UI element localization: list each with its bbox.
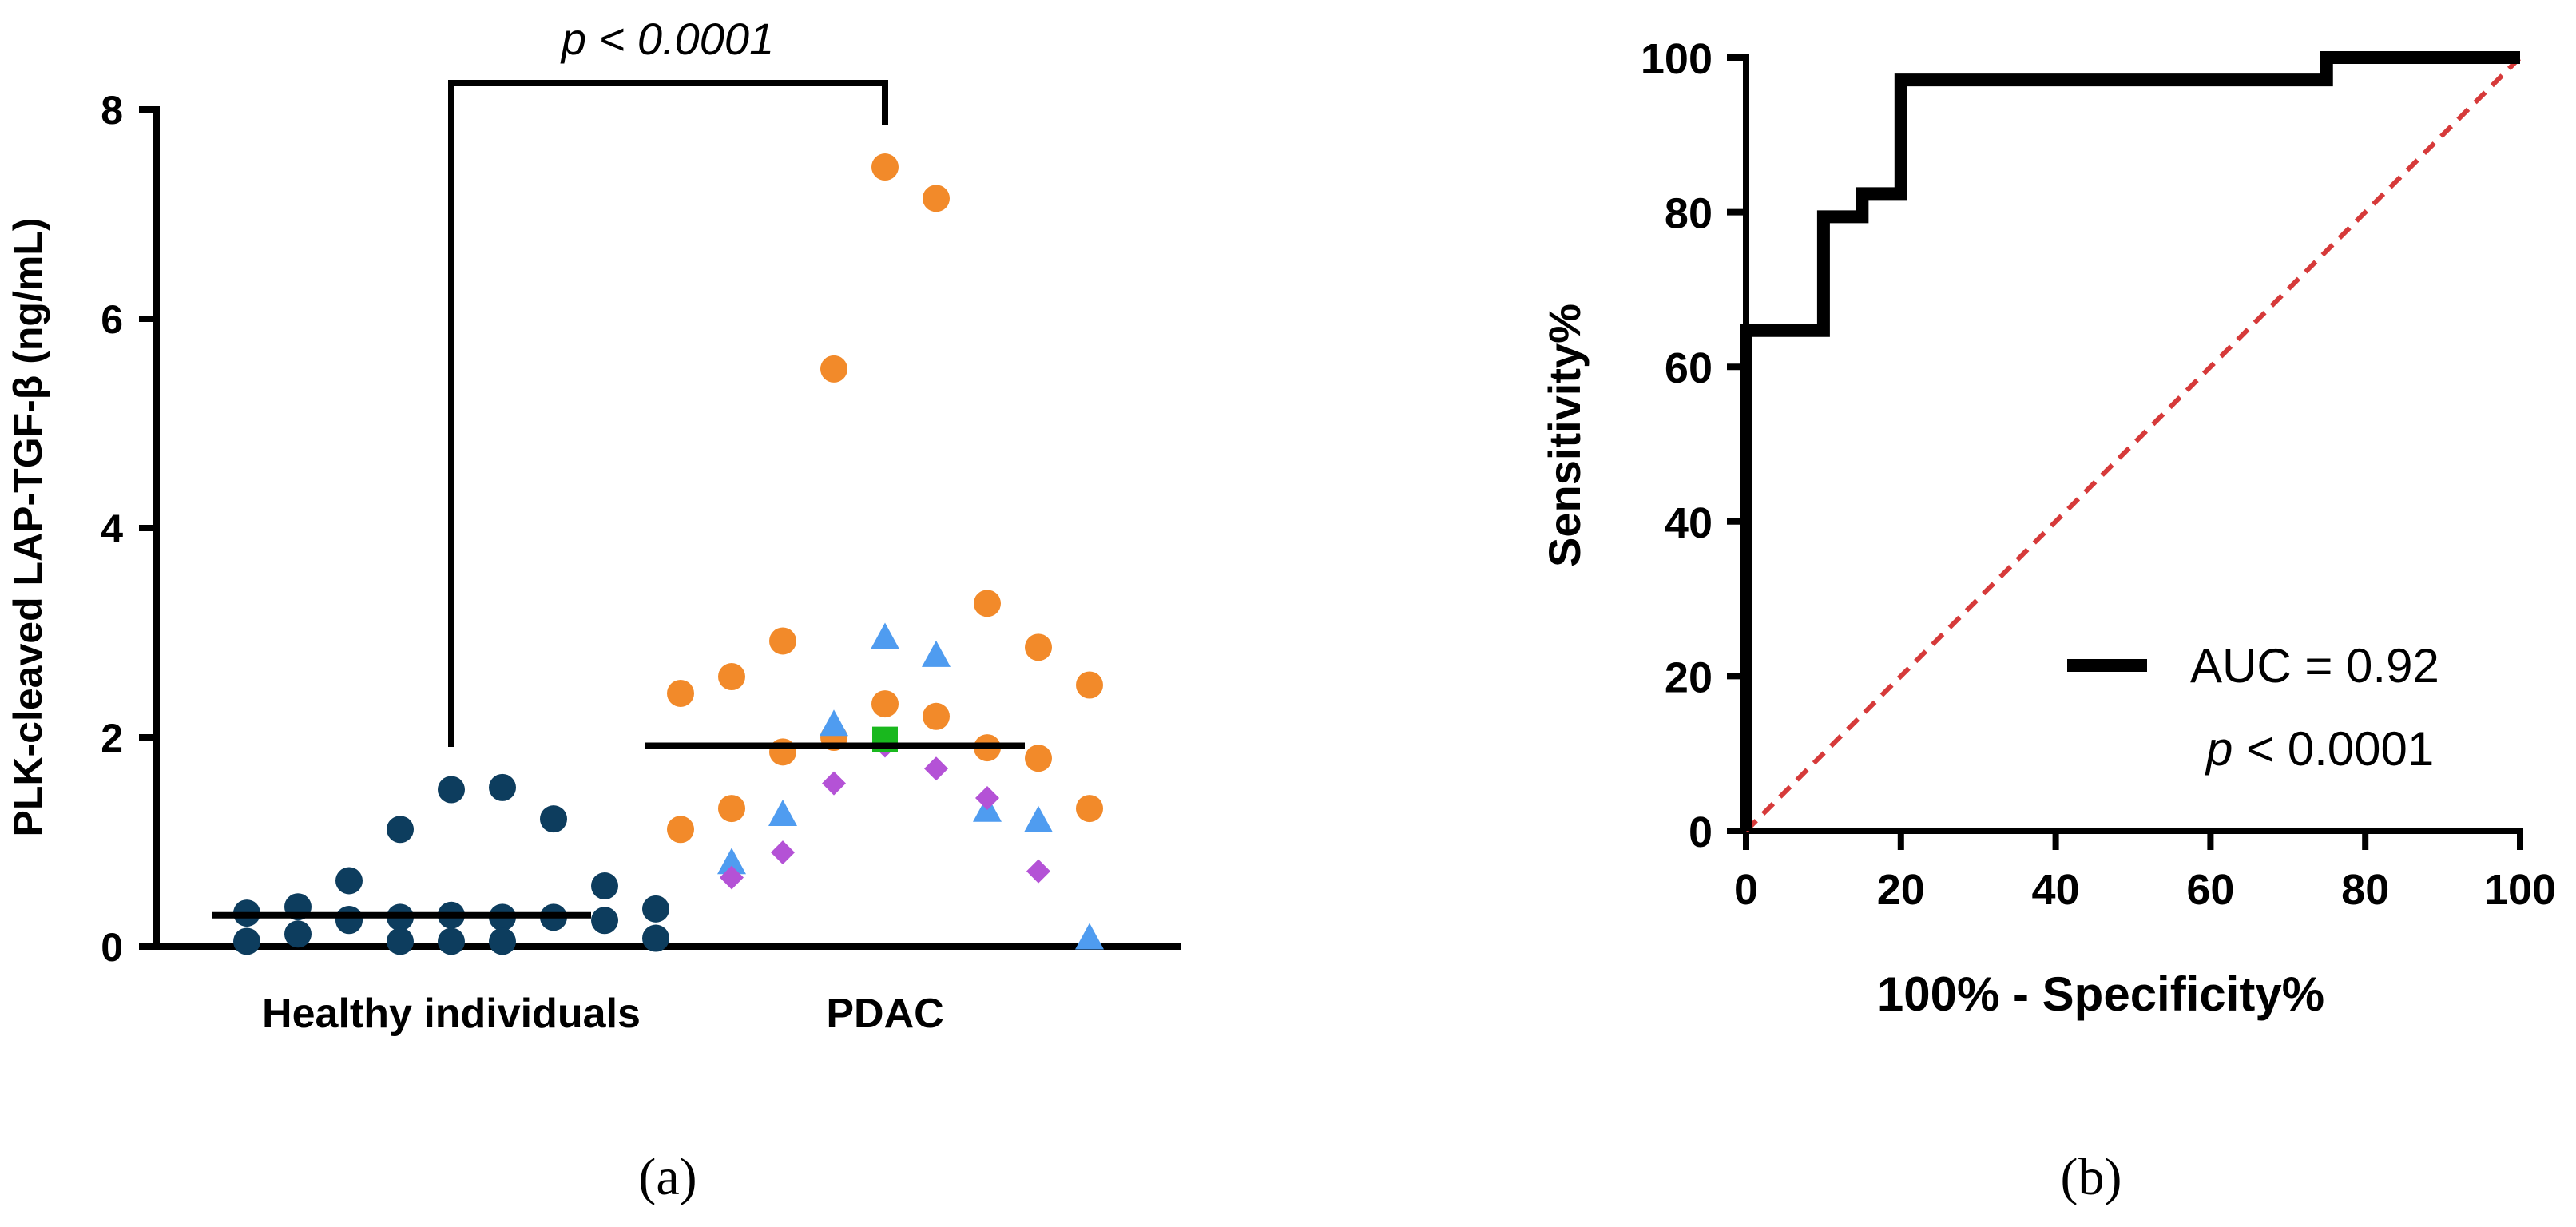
- panel-a-point-circle: [438, 776, 465, 804]
- significance-label: p < 0.0001: [560, 14, 774, 64]
- panel-b-y-tick-label: 80: [1665, 190, 1713, 238]
- panel-a-point-circle: [438, 927, 465, 955]
- legend-pvalue: p < 0.0001: [2205, 722, 2434, 776]
- panel-b-y-ticks: 0 20 40 60 80 100: [1641, 35, 1746, 856]
- panel-b-chart: Sensitivity% 100% - Specificity% 0 20 40 60…: [1539, 35, 2556, 1021]
- panel-a-point-circle: [1076, 671, 1103, 699]
- panel-a-point-circle: [667, 816, 694, 844]
- panel-a-point-circle: [591, 872, 618, 900]
- panel-a-category-healthy: Healthy individuals: [262, 991, 641, 1037]
- panel-b-x-ticks: 0 20 40 60 80 100: [1734, 831, 2556, 914]
- panel-a-medians: [212, 742, 1025, 919]
- panel-b-x-tick-label: 100: [2484, 866, 2556, 914]
- panel-a-y-ticks: 0 2 4 6 8: [101, 88, 157, 970]
- legend-label: AUC = 0.92: [2190, 639, 2439, 693]
- panel-a-point-circle: [1076, 795, 1103, 823]
- panel-a-point-circle: [489, 773, 516, 801]
- panel-a-y-tick-label: 6: [101, 297, 123, 342]
- panel-b-y-tick-label: 40: [1665, 499, 1713, 547]
- panel-b-ylabel: Sensitivity%: [1539, 304, 1590, 567]
- panel-b-caption: (b): [2061, 1148, 2122, 1206]
- roc-curve: [1740, 51, 2520, 831]
- panel-a-point-circle: [718, 795, 745, 823]
- panel-a-point-diamond: [975, 785, 999, 810]
- panel-a-point-circle: [335, 867, 363, 895]
- panel-a-point-diamond: [822, 771, 846, 796]
- panel-a-point-circle: [1025, 633, 1052, 661]
- panel-a-point-circle: [1025, 745, 1052, 772]
- panel-b-lines: [1740, 51, 2522, 833]
- panel-a-point-circle: [871, 153, 899, 181]
- panel-a-point-circle: [284, 920, 312, 948]
- panel-a-point-circle: [591, 907, 618, 935]
- panel-a-points: [233, 153, 1104, 955]
- panel-b-x-tick-label: 40: [2032, 866, 2080, 914]
- panel-a-point-diamond: [720, 865, 744, 890]
- panel-a-point-diamond: [924, 756, 948, 781]
- panel-a-point-triangle: [871, 622, 899, 649]
- panel-a-caption: (a): [638, 1148, 697, 1206]
- panel-a-y-tick-label: 2: [101, 716, 123, 760]
- panel-b-x-tick-label: 0: [1734, 866, 1758, 914]
- panel-a-point-circle: [820, 355, 847, 383]
- panel-b-y-tick-label: 0: [1689, 808, 1713, 856]
- panel-a-category-pdac: PDAC: [826, 991, 943, 1037]
- panel-a-point-triangle: [1075, 923, 1104, 950]
- panel-a-chart: PLK-cleaved LAP-TGF-β (ng/mL) 0 2 4 6 8 Heal…: [6, 14, 1181, 1037]
- panel-a-y-tick-label: 4: [101, 506, 123, 551]
- panel-a-point-triangle: [820, 709, 848, 737]
- panel-a-point-circle: [769, 738, 796, 766]
- reference-diagonal-line: [1744, 55, 2522, 833]
- panel-a-y-tick-label: 8: [101, 88, 123, 133]
- panel-b-y-tick-label: 60: [1665, 344, 1713, 392]
- panel-a-point-circle: [642, 895, 669, 923]
- panel-a-point-circle: [233, 927, 260, 955]
- legend: AUC = 0.92 p < 0.0001: [2067, 639, 2439, 776]
- panel-b-x-tick-label: 60: [2186, 866, 2234, 914]
- panel-a-point-circle: [387, 927, 414, 955]
- panel-a-point-circle: [871, 690, 899, 718]
- panel-a-y-tick-label: 0: [101, 925, 123, 970]
- panel-a-point-circle: [489, 927, 516, 955]
- panel-b-xlabel: 100% - Specificity%: [1877, 967, 2324, 1021]
- panel-a-point-triangle: [717, 848, 746, 875]
- panel-a-point-triangle: [922, 640, 951, 667]
- panel-a-point-diamond: [771, 840, 795, 865]
- panel-b-x-tick-label: 80: [2341, 866, 2389, 914]
- panel-a-point-diamond: [1026, 859, 1050, 884]
- panel-b-y-tick-label: 100: [1641, 35, 1713, 83]
- panel-a-point-circle: [335, 907, 363, 935]
- panel-a-point-circle: [923, 702, 950, 730]
- panel-a-point-triangle: [1024, 805, 1053, 832]
- panel-b-x-tick-label: 20: [1877, 866, 1925, 914]
- panel-a-point-circle: [923, 185, 950, 212]
- significance-bracket: [448, 80, 888, 747]
- panel-a-point-circle: [718, 663, 745, 691]
- panel-a-ylabel: PLK-cleaved LAP-TGF-β (ng/mL): [6, 218, 50, 837]
- panel-a-point-circle: [974, 590, 1001, 617]
- legend-pvalue-rest: < 0.0001: [2233, 722, 2434, 776]
- panel-a-point-circle: [387, 816, 414, 844]
- panel-b-y-tick-label: 20: [1665, 653, 1713, 701]
- panel-a-point-circle: [667, 679, 694, 707]
- panel-a-point-circle: [769, 627, 796, 655]
- panel-a-point-circle: [540, 805, 567, 833]
- panel-a-point-circle: [642, 924, 669, 952]
- panel-a-point-triangle: [768, 799, 797, 826]
- legend-pvalue-p: p: [2205, 722, 2233, 776]
